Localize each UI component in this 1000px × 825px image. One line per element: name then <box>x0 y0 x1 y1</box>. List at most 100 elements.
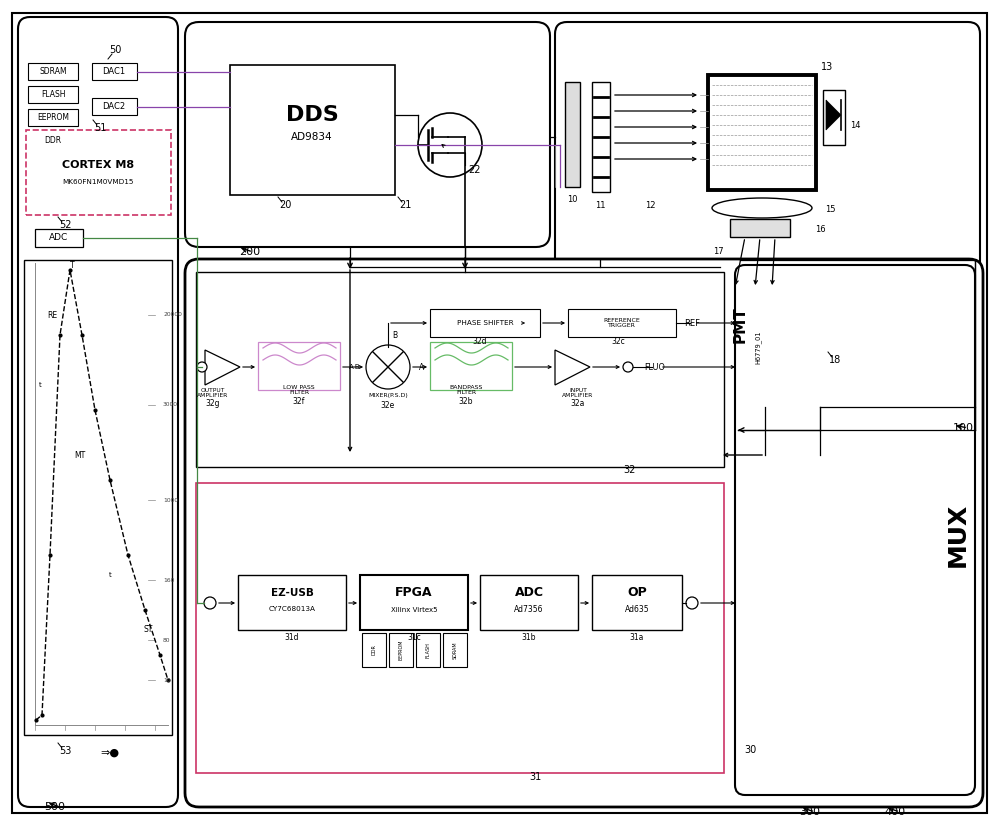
Circle shape <box>418 113 482 177</box>
Text: 32d: 32d <box>473 337 487 346</box>
Text: 14: 14 <box>850 120 860 130</box>
Text: MIXER(P.S.D): MIXER(P.S.D) <box>368 393 408 398</box>
Bar <box>710 292 820 407</box>
Text: MUX: MUX <box>946 503 970 567</box>
Text: 22: 22 <box>468 165 480 175</box>
Text: DAC2: DAC2 <box>102 102 126 111</box>
Bar <box>823 90 845 145</box>
Text: INPUT
AMPLIFIER: INPUT AMPLIFIER <box>562 388 594 398</box>
Bar <box>430 342 512 390</box>
Text: 300: 300 <box>800 807 820 817</box>
Text: Xilinx Virtex5: Xilinx Virtex5 <box>391 607 437 613</box>
Text: EEPROM: EEPROM <box>398 639 404 660</box>
Text: MK60FN1M0VMD15: MK60FN1M0VMD15 <box>62 179 134 185</box>
Bar <box>730 219 790 237</box>
Bar <box>196 483 724 773</box>
Text: ST: ST <box>143 625 153 634</box>
Bar <box>35 229 83 247</box>
Circle shape <box>204 597 216 609</box>
Bar <box>28 86 78 103</box>
Text: 10: 10 <box>163 677 171 682</box>
Text: H6779_01: H6779_01 <box>755 330 761 364</box>
Text: PMT: PMT <box>732 307 748 343</box>
Text: 21: 21 <box>399 200 411 210</box>
Text: FPGA: FPGA <box>395 587 433 600</box>
Text: 18: 18 <box>829 355 841 365</box>
Bar <box>28 132 78 149</box>
Bar <box>416 633 440 667</box>
Text: ⇒●: ⇒● <box>100 748 120 758</box>
Text: RE: RE <box>47 310 57 319</box>
Text: 32f: 32f <box>293 398 305 407</box>
Text: 32: 32 <box>624 465 636 475</box>
Bar <box>443 633 467 667</box>
Text: 31b: 31b <box>522 633 536 642</box>
Text: DDR: DDR <box>44 136 62 145</box>
Circle shape <box>686 597 698 609</box>
FancyBboxPatch shape <box>555 22 980 430</box>
Circle shape <box>366 345 410 389</box>
Text: CORTEX M8: CORTEX M8 <box>62 160 134 170</box>
FancyBboxPatch shape <box>185 22 550 247</box>
Text: 200: 200 <box>239 247 261 257</box>
Text: REFERENCE
TRIGGER: REFERENCE TRIGGER <box>604 318 640 328</box>
Polygon shape <box>205 350 240 385</box>
Text: DDR: DDR <box>372 644 376 655</box>
Text: 3000: 3000 <box>163 403 178 408</box>
Bar <box>230 65 395 195</box>
Ellipse shape <box>712 198 812 218</box>
Text: 20000: 20000 <box>163 313 182 318</box>
Bar <box>360 575 468 630</box>
Text: 32a: 32a <box>571 398 585 408</box>
Text: MT: MT <box>74 450 86 460</box>
Text: ADC: ADC <box>49 233 69 243</box>
Bar <box>708 75 816 190</box>
Text: T: T <box>70 261 74 270</box>
Text: LOW PASS
FILTER: LOW PASS FILTER <box>283 384 315 395</box>
Text: 11: 11 <box>595 200 605 210</box>
Text: AD9834: AD9834 <box>291 132 333 142</box>
Bar <box>92 98 137 115</box>
Text: 16: 16 <box>815 224 825 233</box>
Polygon shape <box>555 350 590 385</box>
Text: DAC1: DAC1 <box>102 67 126 76</box>
Text: OUTPUT
AMPLIFIER: OUTPUT AMPLIFIER <box>197 388 229 398</box>
Text: OP: OP <box>627 587 647 600</box>
Bar <box>28 109 78 126</box>
Bar <box>592 82 610 192</box>
Bar <box>196 272 724 467</box>
Bar <box>480 575 578 630</box>
Text: FLUO: FLUO <box>645 362 665 371</box>
Text: 1000: 1000 <box>163 497 178 502</box>
Text: 32e: 32e <box>381 402 395 411</box>
Text: 12: 12 <box>645 200 655 210</box>
Bar <box>238 575 346 630</box>
Bar <box>568 309 676 337</box>
Bar <box>592 575 682 630</box>
Text: A.B: A.B <box>349 364 361 370</box>
Text: BANDPASS
FILTER: BANDPASS FILTER <box>449 384 483 395</box>
Bar <box>389 633 413 667</box>
Bar <box>430 309 540 337</box>
Text: PHASE SHIFTER: PHASE SHIFTER <box>457 320 513 326</box>
Text: SDRAM: SDRAM <box>39 67 67 76</box>
Text: 500: 500 <box>44 802 66 812</box>
Text: 10: 10 <box>567 196 577 205</box>
Bar <box>362 633 386 667</box>
Text: 53: 53 <box>59 746 71 756</box>
Bar <box>28 63 78 80</box>
Text: EEPROM: EEPROM <box>37 113 69 122</box>
Text: 52: 52 <box>59 220 71 230</box>
Text: 32b: 32b <box>459 398 473 407</box>
FancyBboxPatch shape <box>735 265 975 795</box>
Text: Ad7356: Ad7356 <box>514 606 544 615</box>
Text: 32g: 32g <box>206 398 220 408</box>
Bar <box>258 342 340 390</box>
Text: DDS: DDS <box>286 105 338 125</box>
FancyBboxPatch shape <box>185 259 983 807</box>
Text: t: t <box>39 382 41 388</box>
Text: 17: 17 <box>713 248 723 257</box>
Bar <box>92 63 137 80</box>
Bar <box>26 130 171 215</box>
Text: FLASH: FLASH <box>426 642 430 658</box>
